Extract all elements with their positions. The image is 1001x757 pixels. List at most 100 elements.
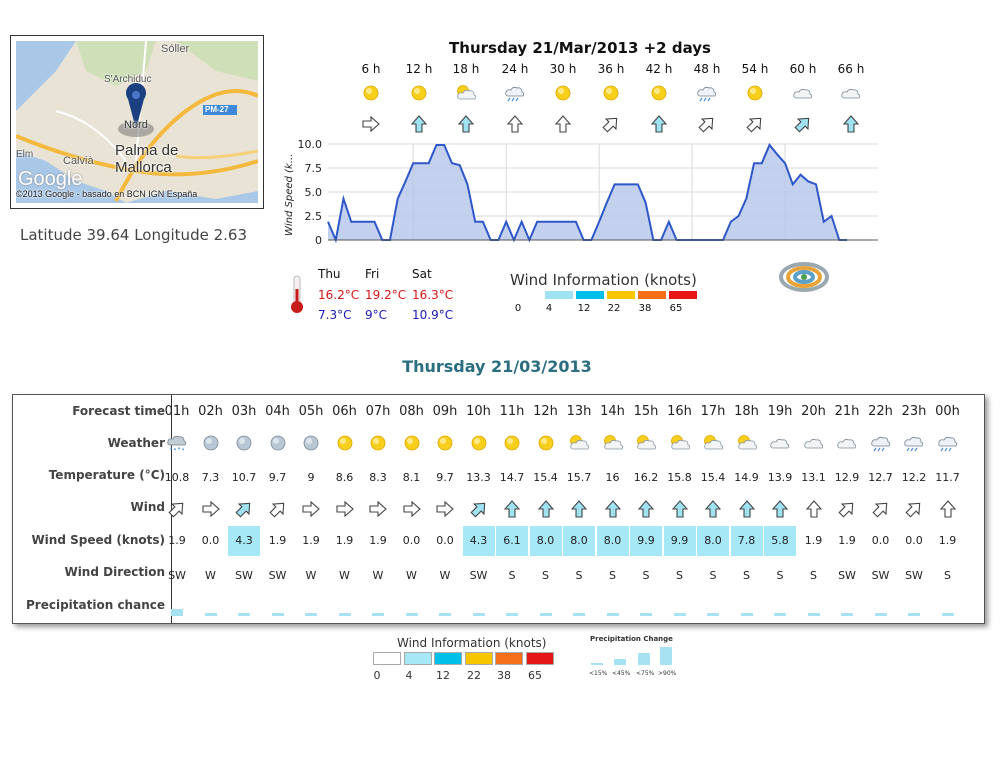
- partly-cloudy-icon: [736, 434, 758, 452]
- wind-direction-cell: S: [609, 569, 616, 582]
- y-tick-label: 5.0: [305, 186, 323, 199]
- wind-direction-arrow-icon: [841, 114, 863, 134]
- wind-color-swatch: [607, 291, 635, 299]
- wind-direction-cell: SW: [469, 569, 488, 582]
- wind-direction-cell: S: [542, 569, 549, 582]
- wind-direction-arrow-icon: [603, 499, 623, 519]
- precipitation-bar: [941, 613, 954, 616]
- temperature-cell: 15.4: [533, 471, 558, 484]
- partly-cloudy-icon: [602, 434, 624, 452]
- hour-cell: 02h: [198, 404, 223, 419]
- hour-cell: 04h: [265, 404, 290, 419]
- sun-icon: [744, 84, 766, 102]
- map-background: [16, 41, 258, 203]
- precip-legend-bar: [614, 659, 626, 665]
- hour-cell: 10h: [466, 404, 491, 419]
- moon-icon: [300, 434, 322, 452]
- wind-speed-cell: 1.9: [838, 534, 856, 547]
- wind-speed-cell: 8.0: [697, 526, 729, 556]
- location-map[interactable]: Sóller S'Archiduc PM-27 Nord Palma de Ma…: [10, 35, 264, 209]
- hour-cell: 05h: [298, 404, 324, 419]
- temperature-cell: 12.7: [868, 471, 893, 484]
- moon-icon: [200, 434, 222, 452]
- map-canvas[interactable]: Sóller S'Archiduc PM-27 Nord Palma de Ma…: [16, 41, 258, 203]
- wind-direction-arrow-icon: [703, 499, 723, 519]
- wind-speed-cell: 1.9: [369, 534, 387, 547]
- hour-cell: 03h: [231, 404, 257, 419]
- map-label-calvia: Calvià: [63, 155, 94, 167]
- precipitation-bar: [841, 613, 853, 616]
- wind-direction-arrow-icon: [435, 499, 455, 519]
- cloud-icon: [840, 84, 862, 102]
- hour-cell: 19h: [767, 404, 793, 419]
- wind-direction-arrow-icon: [335, 499, 355, 519]
- precipitation-bar: [238, 613, 250, 616]
- map-label-palma: Palma de: [115, 142, 179, 159]
- hour-cell: 11h: [499, 404, 525, 419]
- precipitation-bar: [640, 613, 652, 616]
- wind-direction-cell: SW: [235, 569, 253, 582]
- x-tick-label: 12:00 (21): [384, 243, 442, 244]
- sun-icon: [334, 434, 356, 452]
- cloud-rain-icon: [903, 434, 925, 452]
- wind-direction-arrow-icon: [469, 499, 489, 519]
- wind-direction-arrow-icon: [837, 499, 857, 519]
- wind-speed-cell: 5.8: [764, 526, 796, 556]
- wind-legend-label: 38: [497, 669, 511, 682]
- hour-cell: 23h: [901, 404, 927, 419]
- hour-cell: 17h: [700, 404, 726, 419]
- temp-day-label: Sat: [412, 267, 432, 281]
- wind-legend-label: 38: [638, 303, 652, 314]
- temperature-cell: 15.8: [667, 471, 692, 484]
- sun-icon: [360, 84, 382, 102]
- temp-max: 19.2°C: [365, 288, 407, 302]
- table-divider: [171, 395, 172, 623]
- temperature-cell: 13.3: [466, 471, 491, 484]
- wind-speed-cell: 8.0: [563, 526, 595, 556]
- hour-cell: 15h: [633, 404, 659, 419]
- site-logo-icon: [779, 262, 829, 292]
- wind-direction-arrow-icon: [268, 499, 288, 519]
- partly-cloudy-icon: [669, 434, 691, 452]
- precipitation-bar: [439, 613, 451, 616]
- y-tick-label: 2.5: [305, 210, 323, 223]
- precip-legend-title: Precipitation Change: [590, 635, 673, 643]
- wind-color-swatch: [576, 291, 604, 299]
- forecast-hour-label: 6 h: [361, 62, 381, 76]
- hour-cell: 12h: [533, 404, 558, 419]
- map-label-nord: Nord: [124, 119, 148, 131]
- temperature-cell: 8.6: [335, 471, 354, 484]
- wind-speed-cell: 0.0: [436, 534, 454, 547]
- wind-legend-label: 65: [669, 303, 683, 314]
- wind-speed-cell: 1.9: [938, 534, 957, 547]
- forecast-title: Thursday 21/Mar/2013 +2 days: [449, 39, 711, 57]
- partly-cloudy-icon: [635, 434, 657, 452]
- sun-icon: [468, 434, 490, 452]
- wind-direction-arrow-icon: [770, 499, 790, 519]
- wind-speed-cell: 9.9: [663, 526, 696, 556]
- temperature-cell: 15.7: [566, 471, 592, 484]
- temperature-cell: 9: [307, 471, 315, 484]
- moon-icon: [233, 434, 255, 452]
- wind-color-swatch: [434, 652, 462, 665]
- wind-direction-cell: SW: [905, 569, 923, 582]
- wind-speed-cell: 8.0: [529, 526, 562, 556]
- wind-speed-area: [328, 144, 848, 240]
- wind-direction-arrow-icon: [569, 499, 589, 519]
- wind-direction-cell: W: [339, 569, 350, 582]
- precipitation-bar: [673, 613, 686, 616]
- cloud-rain-icon: [870, 434, 892, 452]
- precipitation-bar: [539, 613, 552, 616]
- wind-speed-cell: 0.0: [402, 534, 421, 547]
- wind-direction-cell: SW: [838, 569, 856, 582]
- sun-icon: [600, 84, 622, 102]
- wind-direction-cell: S: [709, 569, 717, 582]
- wind-speed-cell: 1.9: [804, 534, 823, 547]
- x-tick-label: 00:00 (22): [477, 243, 535, 244]
- sun-icon: [434, 434, 456, 452]
- wind-speed-cell: 1.9: [302, 534, 320, 547]
- forecast-hour-label: 30 h: [549, 62, 577, 76]
- wind-speed-cell: 6.1: [496, 526, 528, 556]
- wind-legend-label: 0: [514, 303, 522, 314]
- sun-icon: [648, 84, 670, 102]
